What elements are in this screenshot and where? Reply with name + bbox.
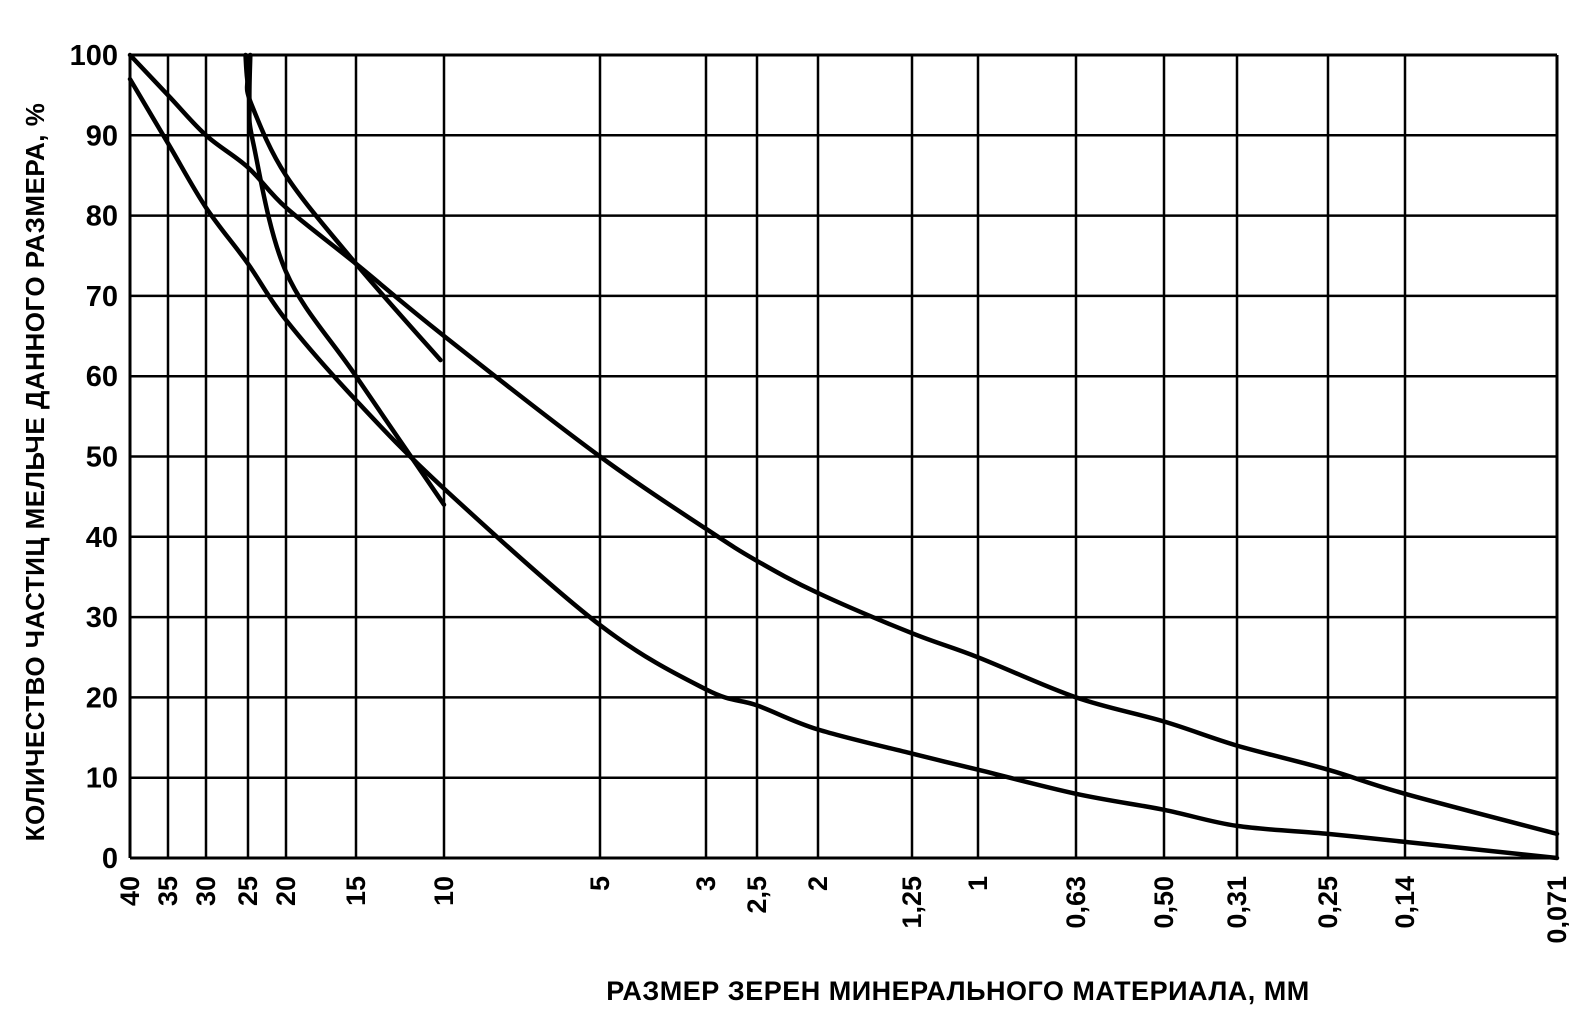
- y-tick-label: 0: [102, 843, 118, 875]
- x-tick-label: 0,50: [1149, 876, 1179, 929]
- x-tick-label: 1: [963, 876, 993, 891]
- horizontal-gridlines: [130, 53, 1557, 860]
- y-tick-label: 70: [86, 281, 118, 313]
- x-tick-label: 0,071: [1542, 876, 1569, 944]
- x-tick-label: 25: [233, 876, 263, 906]
- x-tick-label: 0,31: [1222, 876, 1252, 929]
- y-tick-label: 40: [86, 522, 118, 554]
- y-axis-label: КОЛИЧЕСТВО ЧАСТИЦ МЕЛЬЧЕ ДАННОГО РАЗМЕРА…: [20, 103, 50, 842]
- y-tick-label: 100: [70, 40, 118, 72]
- y-tick-label: 80: [86, 201, 118, 233]
- x-tick-label: 0,25: [1313, 876, 1343, 929]
- y-tick-label: 50: [86, 442, 118, 474]
- x-tick-label: 0,63: [1061, 876, 1091, 929]
- grading-curve-2: [127, 76, 1560, 861]
- x-tick-label: 15: [341, 876, 371, 906]
- y-tick-label: 10: [86, 763, 118, 795]
- x-tick-label: 5: [585, 876, 615, 891]
- y-tick-label: 20: [86, 682, 118, 714]
- grading-curve-1: [127, 52, 1560, 837]
- y-tick-labels: 0 10 20 30 40 50 60 70 80 90 100: [70, 40, 118, 875]
- x-tick-labels: 40 35 30 25 20 15 10 5 3 2,5 2 1,25 1 0,63 0,50 0,31 0,2…: [115, 876, 1569, 944]
- grading-curve-4: [247, 52, 447, 507]
- x-tick-label: 0,14: [1390, 876, 1420, 929]
- y-tick-label: 30: [86, 602, 118, 634]
- x-tick-label: 2: [803, 876, 833, 891]
- x-axis-label: РАЗМЕР ЗЕРЕН МИНЕРАЛЬНОГО МАТЕРИАЛА, ММ: [606, 976, 1310, 1006]
- x-tick-label: 35: [153, 876, 183, 906]
- x-tick-label: 2,5: [742, 876, 772, 914]
- grading-curve-3: [243, 52, 443, 363]
- x-tick-label: 30: [191, 876, 221, 906]
- x-tick-label: 1,25: [897, 876, 927, 929]
- series-layer: [127, 52, 1560, 861]
- x-tick-label: 3: [691, 876, 721, 891]
- y-tick-label: 60: [86, 361, 118, 393]
- y-tick-label: 90: [86, 120, 118, 152]
- x-tick-label: 10: [429, 876, 459, 906]
- x-tick-label: 40: [115, 876, 145, 906]
- x-tick-label: 20: [271, 876, 301, 906]
